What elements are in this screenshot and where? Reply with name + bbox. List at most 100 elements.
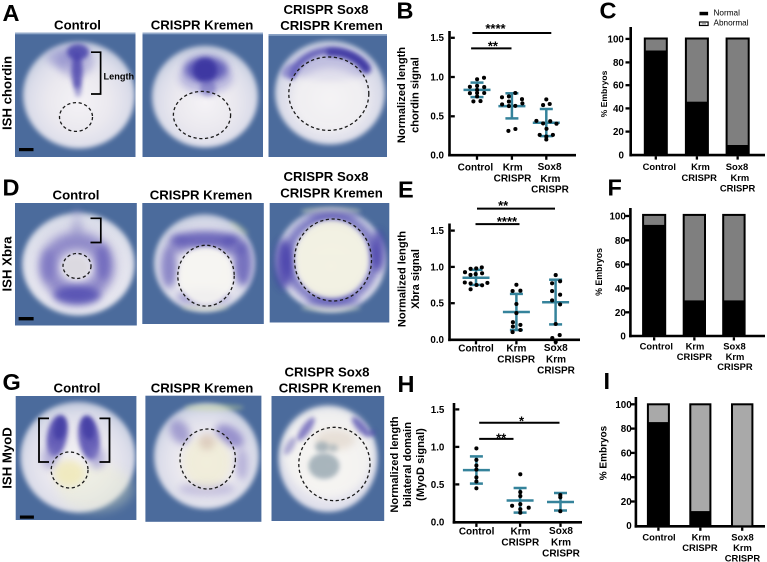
svg-text:80: 80	[615, 236, 626, 247]
svg-text:100: 100	[615, 400, 632, 411]
svg-text:CRISPR: CRISPR	[537, 365, 576, 376]
svg-text:CRISPR: CRISPR	[682, 542, 718, 553]
svg-text:0.0: 0.0	[430, 335, 444, 346]
svg-text:100: 100	[608, 34, 625, 45]
svg-text:H: H	[398, 371, 415, 397]
svg-text:Control: Control	[643, 161, 676, 172]
svg-text:Krm: Krm	[692, 532, 711, 543]
svg-text:CRISPR Kremen: CRISPR Kremen	[151, 381, 254, 396]
svg-text:20: 20	[615, 308, 626, 319]
svg-text:bilateral domain: bilateral domain	[402, 422, 414, 507]
svg-text:Control: Control	[53, 187, 100, 202]
svg-text:C: C	[600, 0, 617, 24]
svg-text:Normalized length: Normalized length	[396, 47, 408, 143]
svg-text:CRISPR Sox8: CRISPR Sox8	[283, 169, 368, 184]
svg-text:1.0: 1.0	[430, 262, 444, 273]
svg-text:CRISPR: CRISPR	[494, 174, 533, 185]
svg-text:1.0: 1.0	[431, 442, 445, 453]
svg-text:Length: Length	[104, 72, 135, 82]
svg-text:Krm: Krm	[551, 538, 571, 549]
svg-text:D: D	[3, 175, 20, 201]
svg-text:Sox8: Sox8	[549, 526, 573, 537]
svg-text:Control: Control	[54, 18, 101, 33]
svg-text:0.5: 0.5	[430, 112, 444, 123]
svg-text:1.5: 1.5	[430, 226, 444, 237]
svg-text:CRISPR Sox8: CRISPR Sox8	[283, 2, 368, 17]
svg-text:60: 60	[621, 448, 632, 459]
svg-text:CRISPR: CRISPR	[531, 184, 570, 195]
svg-text:Krm: Krm	[733, 542, 752, 553]
svg-text:**: **	[488, 38, 499, 53]
svg-text:(MyoD signal): (MyoD signal)	[415, 428, 427, 501]
svg-text:% Embryos: % Embryos	[598, 425, 609, 480]
svg-text:0: 0	[618, 150, 624, 161]
svg-text:Krm: Krm	[731, 172, 750, 183]
svg-text:80: 80	[621, 424, 632, 435]
svg-text:40: 40	[615, 284, 626, 295]
svg-text:0: 0	[626, 521, 632, 532]
svg-text:CRISPR: CRISPR	[720, 183, 756, 194]
svg-text:****: ****	[497, 214, 518, 229]
svg-text:chordin signal: chordin signal	[410, 57, 422, 133]
svg-text:CRISPR Kremen: CRISPR Kremen	[280, 185, 383, 200]
svg-text:CRISPR: CRISPR	[717, 361, 753, 372]
svg-text:% Embryos: % Embryos	[594, 248, 604, 296]
svg-text:Krm: Krm	[503, 163, 523, 174]
svg-text:Sox8: Sox8	[726, 161, 748, 172]
svg-text:Control: Control	[458, 343, 494, 354]
svg-text:CRISPR Kremen: CRISPR Kremen	[150, 187, 253, 202]
svg-text:0.0: 0.0	[431, 517, 445, 528]
svg-text:CRISPR: CRISPR	[681, 172, 717, 183]
svg-text:Normal: Normal	[714, 8, 741, 17]
svg-text:**: **	[498, 198, 509, 213]
svg-text:E: E	[398, 177, 414, 203]
svg-text:1.5: 1.5	[430, 33, 444, 44]
svg-text:CRISPR Sox8: CRISPR Sox8	[284, 365, 369, 380]
svg-text:Control: Control	[642, 532, 675, 543]
svg-text:Krm: Krm	[546, 355, 566, 366]
svg-text:*: *	[519, 413, 525, 428]
svg-text:40: 40	[613, 104, 624, 115]
svg-text:40: 40	[621, 473, 632, 484]
svg-text:****: ****	[485, 21, 506, 36]
svg-text:ISH chordin: ISH chordin	[0, 56, 15, 130]
svg-text:1.0: 1.0	[430, 72, 444, 83]
svg-text:0.5: 0.5	[430, 299, 444, 310]
svg-text:Sox8: Sox8	[544, 343, 568, 354]
svg-text:CRISPR: CRISPR	[542, 549, 581, 560]
svg-text:Krm: Krm	[691, 161, 710, 172]
svg-text:Xbra signal: Xbra signal	[410, 249, 422, 309]
svg-text:0.5: 0.5	[431, 480, 445, 491]
svg-text:100: 100	[609, 212, 626, 223]
svg-text:Control: Control	[459, 527, 495, 538]
svg-text:Control: Control	[54, 381, 101, 396]
svg-text:CRISPR Kremen: CRISPR Kremen	[280, 18, 383, 33]
svg-text:20: 20	[613, 127, 624, 138]
svg-text:20: 20	[621, 497, 632, 508]
svg-text:B: B	[397, 0, 414, 23]
svg-text:Krm: Krm	[726, 351, 745, 362]
svg-text:Krm: Krm	[506, 343, 526, 354]
svg-text:Control: Control	[458, 163, 494, 174]
svg-text:60: 60	[615, 260, 626, 271]
svg-text:Abnormal: Abnormal	[714, 19, 749, 28]
svg-text:I: I	[604, 368, 611, 394]
svg-text:60: 60	[613, 81, 624, 92]
svg-text:CRISPR Kremen: CRISPR Kremen	[279, 381, 382, 396]
svg-text:0.0: 0.0	[430, 150, 444, 161]
svg-text:CRISPR: CRISPR	[501, 538, 540, 549]
svg-text:Krm: Krm	[686, 341, 705, 352]
svg-text:CRISPR: CRISPR	[677, 351, 713, 362]
svg-text:ISH Xbra: ISH Xbra	[0, 236, 15, 292]
svg-text:Normalized length: Normalized length	[389, 416, 401, 512]
svg-text:Normalized length: Normalized length	[397, 231, 409, 327]
svg-text:A: A	[3, 0, 20, 26]
svg-text:Sox8: Sox8	[731, 532, 753, 543]
svg-text:CRISPR: CRISPR	[725, 553, 761, 562]
svg-text:CRISPR: CRISPR	[497, 354, 536, 365]
svg-text:Control: Control	[640, 341, 673, 352]
svg-text:Krm: Krm	[540, 174, 560, 185]
svg-text:% Embryos: % Embryos	[599, 70, 609, 117]
svg-text:Sox8: Sox8	[723, 341, 745, 352]
svg-text:G: G	[3, 369, 21, 395]
